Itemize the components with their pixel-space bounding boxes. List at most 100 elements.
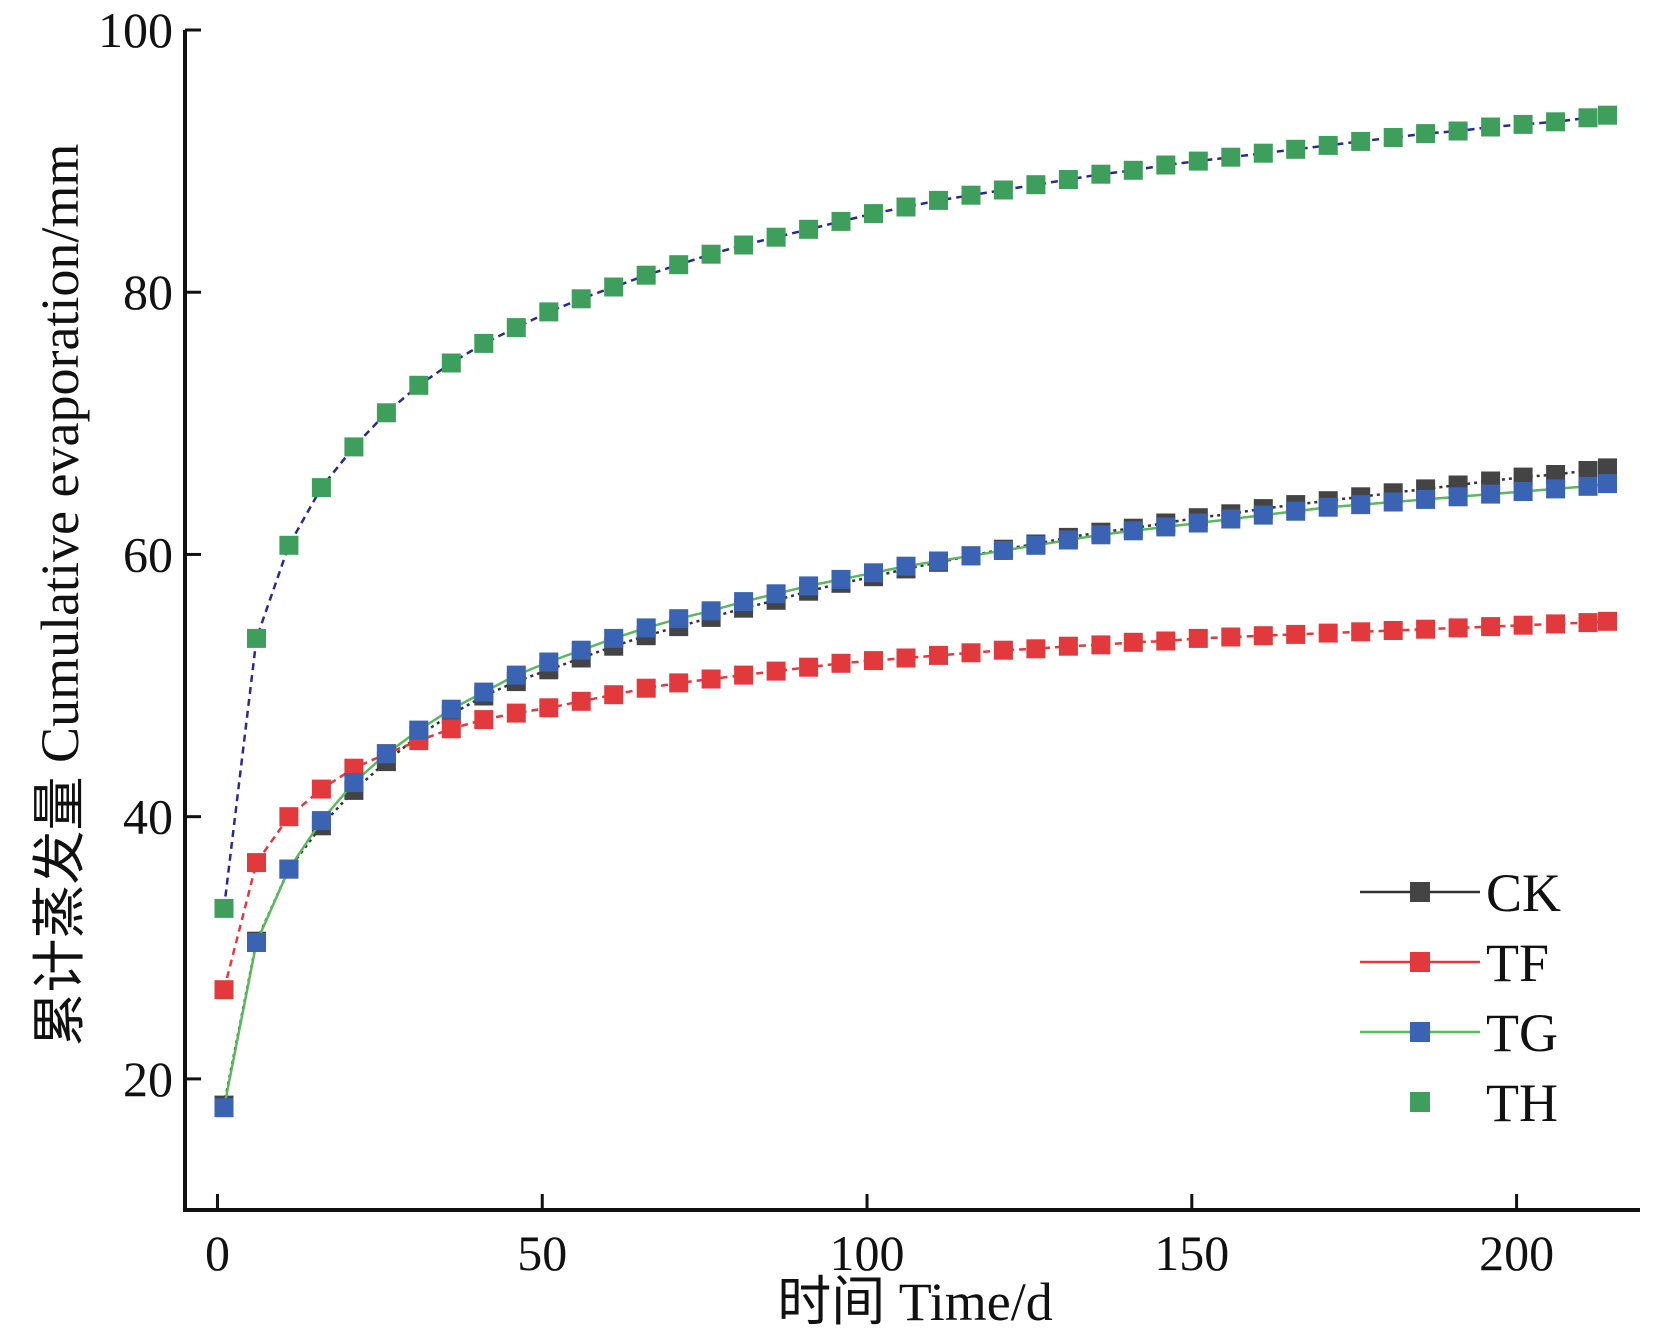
data-point-th: [896, 197, 916, 217]
data-point-tg: [1481, 484, 1501, 504]
y-tick-label: 20: [123, 1051, 173, 1107]
data-point-tf: [799, 657, 819, 677]
data-point-tg: [506, 665, 526, 685]
data-point-th: [247, 628, 266, 648]
data-point-tg: [409, 720, 429, 740]
data-point-tf: [1123, 632, 1143, 652]
legend-label: TF: [1486, 933, 1549, 993]
data-point-tg: [1123, 521, 1143, 541]
data-point-tg: [1598, 474, 1617, 494]
data-point-th: [506, 318, 526, 338]
legend: CK TF TG TH: [1360, 863, 1561, 1133]
data-point-tf: [1318, 623, 1338, 643]
data-point-tf: [1481, 617, 1501, 637]
data-point-th: [441, 353, 461, 373]
data-point-ck: [1578, 461, 1598, 480]
data-point-tg: [701, 601, 721, 621]
data-point-th: [311, 478, 331, 498]
data-point-tg: [636, 618, 656, 638]
data-point-tg: [376, 744, 396, 764]
data-point-tf: [474, 710, 494, 730]
axes-layer: [183, 30, 1640, 1212]
data-point-tf: [669, 673, 689, 693]
y-tick-label: 40: [123, 789, 173, 845]
data-point-tf: [311, 779, 331, 799]
data-point-tg: [1091, 525, 1111, 545]
series-ck: [214, 458, 1617, 1115]
data-point-th: [636, 265, 656, 285]
data-point-th: [1578, 108, 1598, 128]
legend-marker: [1410, 882, 1430, 902]
data-point-ck: [1598, 458, 1617, 478]
data-point-tf: [1026, 639, 1046, 659]
data-point-ck: [1513, 467, 1533, 487]
data-point-th: [1318, 135, 1338, 155]
ticks-layer: 0 50 100 150 200 20 40 60 80 100: [98, 2, 1554, 1281]
data-point-tf: [1383, 621, 1403, 640]
data-point-tf: [734, 665, 754, 685]
data-point-th: [1513, 114, 1533, 134]
data-point-tg: [311, 811, 331, 831]
data-point-tg: [799, 576, 819, 596]
data-point-tf: [929, 645, 948, 665]
series-layer: [214, 105, 1617, 1118]
data-point-tg: [1513, 482, 1533, 501]
legend-marker: [1410, 952, 1430, 972]
data-point-tg: [604, 628, 624, 648]
data-point-th: [961, 185, 981, 205]
legend-label: TG: [1486, 1003, 1558, 1063]
data-point-th: [669, 255, 689, 275]
data-point-th: [1598, 105, 1617, 125]
data-point-tg: [864, 563, 883, 583]
data-point-tf: [1578, 613, 1598, 633]
data-point-th: [474, 333, 494, 353]
data-point-th: [1351, 131, 1371, 151]
data-point-tf: [1221, 627, 1241, 647]
data-point-th: [929, 190, 948, 210]
series-tg: [214, 474, 1617, 1118]
data-point-tg: [993, 541, 1013, 560]
data-point-tf: [1156, 631, 1176, 651]
data-point-tg: [929, 551, 948, 571]
data-point-tf: [539, 698, 559, 718]
data-point-tg: [344, 773, 364, 793]
legend-label: CK: [1486, 863, 1561, 923]
data-point-tg: [539, 652, 559, 672]
data-point-tf: [1286, 624, 1306, 644]
data-point-th: [1123, 160, 1143, 180]
data-point-th: [734, 235, 754, 255]
data-point-tg: [961, 546, 981, 566]
data-point-tf: [441, 719, 461, 739]
data-point-tg: [1383, 492, 1403, 512]
data-point-th: [279, 535, 299, 555]
data-point-tg: [247, 933, 266, 952]
data-point-tg: [1351, 495, 1371, 515]
data-point-tg: [571, 640, 591, 660]
series-th: [214, 105, 1617, 918]
data-point-tg: [896, 556, 916, 576]
data-point-th: [539, 302, 559, 322]
data-point-tf: [604, 685, 624, 705]
data-point-tf: [1253, 626, 1273, 646]
data-point-tf: [766, 661, 786, 681]
data-point-tf: [701, 669, 721, 689]
data-point-th: [344, 437, 364, 457]
data-point-th: [376, 403, 396, 423]
series-line-tf: [222, 620, 1608, 991]
legend-item-th: TH: [1410, 1073, 1558, 1133]
data-point-tf: [214, 980, 234, 1000]
data-point-th: [571, 289, 591, 309]
data-point-tg: [1448, 487, 1468, 507]
x-tick-label: 150: [1154, 1225, 1229, 1281]
y-tick-label: 60: [123, 526, 173, 582]
data-point-th: [604, 277, 624, 297]
data-point-tg: [1188, 513, 1208, 533]
data-point-tf: [1351, 622, 1371, 642]
data-point-tf: [247, 853, 266, 873]
data-point-tf: [636, 678, 656, 698]
legend-item-tf: TF: [1360, 933, 1549, 993]
y-tick-label: 100: [98, 2, 173, 58]
data-point-th: [1091, 164, 1111, 184]
data-point-tf: [1058, 636, 1078, 656]
series-line-th: [222, 113, 1608, 909]
